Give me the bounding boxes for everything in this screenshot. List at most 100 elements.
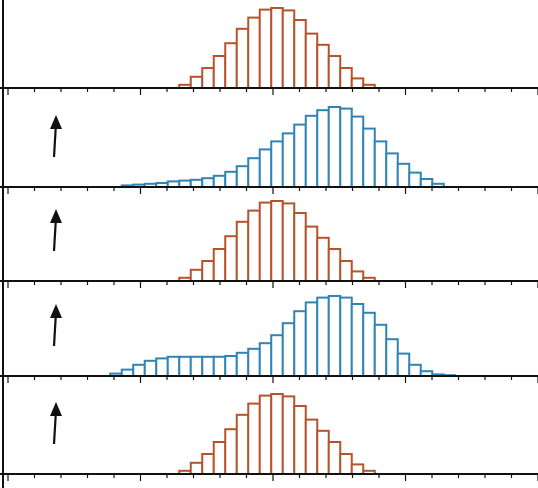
histogram-bar — [350, 463, 365, 475]
histogram-bar — [247, 16, 261, 90]
histogram-panel-4 — [0, 295, 538, 383]
histogram-bar — [166, 355, 181, 377]
histogram-panel-2 — [0, 106, 538, 194]
histogram-bar — [316, 109, 330, 188]
histogram-bar — [258, 8, 273, 90]
histogram-panel-3 — [0, 200, 538, 288]
histogram-panel-1 — [0, 7, 538, 95]
histogram-bar — [316, 236, 330, 283]
up-arrow-icon — [50, 115, 62, 129]
histogram-bar — [270, 7, 284, 89]
histogram-bar — [293, 212, 307, 282]
histogram-bar — [201, 355, 215, 377]
histogram-bar — [304, 114, 319, 188]
histogram-bar — [350, 115, 365, 188]
histogram-bar — [224, 170, 238, 189]
histogram-bar — [235, 351, 250, 377]
histogram-bar — [189, 355, 204, 377]
histogram-bar — [339, 260, 353, 282]
histogram-bar — [224, 235, 238, 282]
histogram-bar — [189, 461, 204, 475]
histogram-bar — [143, 359, 158, 377]
histogram-bar — [224, 42, 238, 89]
histogram-bar — [385, 338, 399, 378]
histogram-bar — [281, 322, 296, 378]
histogram-bar — [247, 347, 261, 377]
histogram-bar — [258, 342, 273, 378]
histogram-bar — [212, 248, 227, 282]
histogram-bar — [178, 355, 192, 377]
histogram-bar — [304, 418, 319, 476]
histogram-bar — [408, 363, 422, 377]
histogram-bar — [155, 357, 169, 377]
histogram-bar — [362, 311, 376, 377]
histogram-bar — [339, 453, 353, 475]
histogram-bar — [327, 295, 342, 377]
histogram-panel-5 — [0, 393, 538, 481]
histogram-bar — [132, 363, 146, 377]
histogram-bar — [270, 334, 284, 378]
histogram-bar — [189, 75, 204, 90]
histogram-bar — [235, 27, 250, 89]
histogram-bar — [235, 220, 250, 283]
histogram-bar — [247, 157, 261, 188]
histogram-bar — [212, 174, 227, 189]
histogram-bar — [350, 77, 365, 90]
histogram-bar — [258, 394, 273, 476]
histogram-bar — [281, 9, 296, 89]
histogram-bar — [224, 428, 238, 476]
histogram-bar — [316, 296, 330, 378]
histogram-bar — [258, 148, 273, 188]
histogram-bar — [293, 19, 307, 89]
histogram-bar — [281, 132, 296, 188]
histogram-bar — [339, 107, 353, 188]
histogram-bar — [212, 55, 227, 89]
histogram-bar — [316, 43, 330, 89]
histogram-bar — [212, 441, 227, 475]
histogram-bar — [189, 178, 204, 189]
histogram-bar — [201, 177, 215, 188]
up-arrow-icon — [50, 304, 62, 318]
histogram-bar — [189, 268, 204, 282]
histogram-bar — [327, 55, 342, 89]
histogram-bar — [281, 202, 296, 282]
histogram-bar — [224, 355, 238, 377]
histogram-bar — [235, 413, 250, 475]
histogram-bar — [327, 106, 342, 188]
up-arrow-icon — [50, 209, 62, 223]
histogram-bar — [373, 323, 388, 377]
histogram-bar — [408, 171, 422, 189]
histogram-bar — [385, 152, 399, 188]
histogram-bar — [212, 355, 227, 377]
histogram-bar — [304, 225, 319, 283]
up-arrow-icon — [50, 402, 62, 416]
histogram-bar — [247, 402, 261, 476]
histogram-bar — [339, 67, 353, 89]
histogram-bar — [235, 165, 250, 188]
histogram-bar — [362, 127, 376, 189]
histogram-bar — [281, 395, 296, 475]
histogram-bar — [247, 209, 261, 283]
histogram-bar — [339, 296, 353, 378]
histogram-bar — [396, 162, 411, 189]
histogram-bar — [304, 32, 319, 89]
histogram-bar — [373, 140, 388, 188]
histogram-bar — [327, 248, 342, 282]
histogram-bar — [396, 352, 411, 378]
histogram-bar — [350, 303, 365, 377]
histogram-bar — [419, 178, 434, 188]
histogram-bar — [270, 200, 284, 282]
histogram-bar — [293, 405, 307, 475]
histogram-bar — [293, 310, 307, 378]
histogram-bar — [258, 201, 273, 283]
histogram-bar — [201, 453, 215, 475]
histogram-bar — [201, 67, 215, 89]
histogram-bar — [270, 140, 284, 188]
histogram-bar — [316, 429, 330, 475]
histogram-bar — [327, 441, 342, 475]
histogram-bar — [304, 301, 319, 377]
histogram-bar — [201, 260, 215, 282]
histogram-bar — [350, 270, 365, 282]
histogram-bar — [270, 393, 284, 475]
